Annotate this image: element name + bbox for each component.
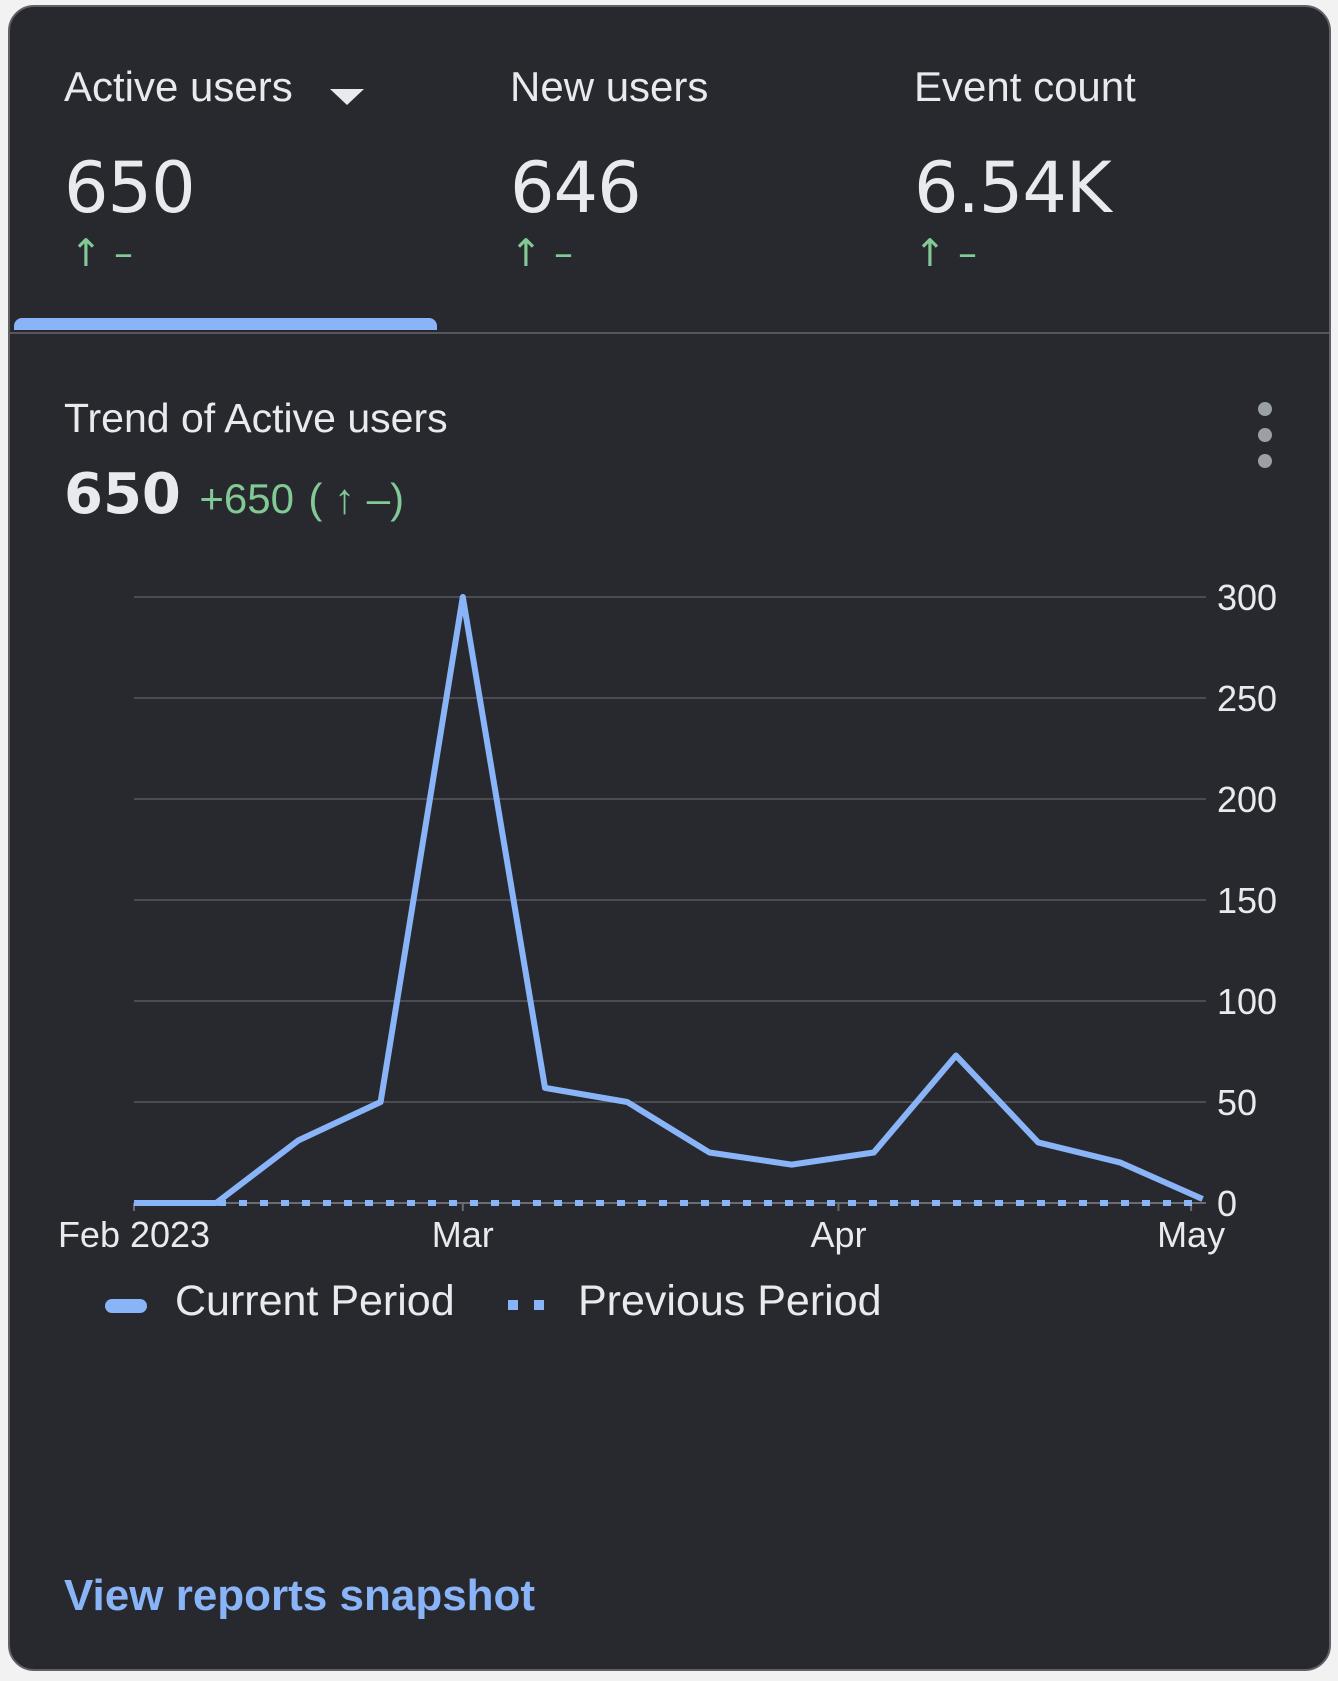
metric-value: 646 <box>510 147 642 229</box>
arrow-up-icon: ↑ <box>510 231 542 275</box>
legend-label: Current Period <box>175 1277 455 1325</box>
tab-label: New users <box>510 63 709 110</box>
x-tick-label: Feb 2023 <box>58 1214 210 1255</box>
dropdown-arrow-icon[interactable] <box>330 89 364 105</box>
metric-tabs: Active users 650 ↑ – New users 646 ↑ – E… <box>10 7 1329 334</box>
trend-value: 650 <box>64 462 181 527</box>
change-value: – <box>957 231 977 275</box>
change-value: – <box>113 231 133 275</box>
chart-labels: 300 250 200 150 100 50 0 Feb 2023 Mar Apr May <box>58 577 1277 1255</box>
view-reports-snapshot-link[interactable]: View reports snapshot <box>64 1571 536 1620</box>
tab-active-users[interactable]: Active users 650 ↑ – <box>12 7 437 332</box>
chart-series <box>134 594 1204 1206</box>
trend-delta: +650 <box>199 475 294 522</box>
y-tick-label: 250 <box>1217 678 1277 719</box>
trend-change: ( ↑ –) <box>308 475 405 522</box>
y-tick-label: 300 <box>1217 577 1277 618</box>
tab-label: Event count <box>914 63 1136 110</box>
selected-tab-indicator <box>14 318 437 330</box>
menu-dot <box>1258 402 1272 416</box>
legend-swatch-dashed <box>508 1300 550 1310</box>
arrow-up-icon: ↑ <box>914 231 946 275</box>
reports-card: Active users 650 ↑ – New users 646 ↑ – E… <box>8 5 1331 1671</box>
change-value: – <box>553 231 573 275</box>
tab-label: Active users <box>64 63 293 110</box>
trend-line-chart: 300 250 200 150 100 50 0 Feb 2023 Mar Apr May <box>58 577 1277 1255</box>
trend-summary: 650 +650 ( ↑ –) <box>64 462 404 527</box>
y-tick-label: 200 <box>1217 779 1277 820</box>
trend-title: Trend of Active users <box>64 395 448 441</box>
x-tick-label: Mar <box>432 1214 494 1255</box>
x-tick-label: Apr <box>810 1214 866 1255</box>
legend-swatch-solid <box>105 1299 147 1313</box>
series-line-current-period <box>134 594 1204 1206</box>
metric-value: 650 <box>64 147 196 229</box>
more-vert-icon[interactable] <box>1240 402 1290 472</box>
legend-label: Previous Period <box>578 1277 882 1325</box>
y-tick-label: 100 <box>1217 981 1277 1022</box>
y-tick-label: 0 <box>1217 1183 1237 1224</box>
tab-new-users[interactable]: New users 646 ↑ – <box>448 7 843 332</box>
metric-value: 6.54K <box>914 147 1112 229</box>
chart-grid <box>133 596 1206 1211</box>
arrow-up-icon: ↑ <box>70 231 102 275</box>
menu-dot <box>1258 428 1272 442</box>
x-tick-label: May <box>1157 1214 1225 1255</box>
y-tick-label: 50 <box>1217 1082 1257 1123</box>
y-tick-label: 150 <box>1217 880 1277 921</box>
metric-change: ↑ – <box>70 231 133 275</box>
tab-event-count[interactable]: Event count 6.54K ↑ – <box>854 7 1274 332</box>
menu-dot <box>1258 454 1272 468</box>
metric-change: ↑ – <box>914 231 977 275</box>
metric-change: ↑ – <box>510 231 573 275</box>
